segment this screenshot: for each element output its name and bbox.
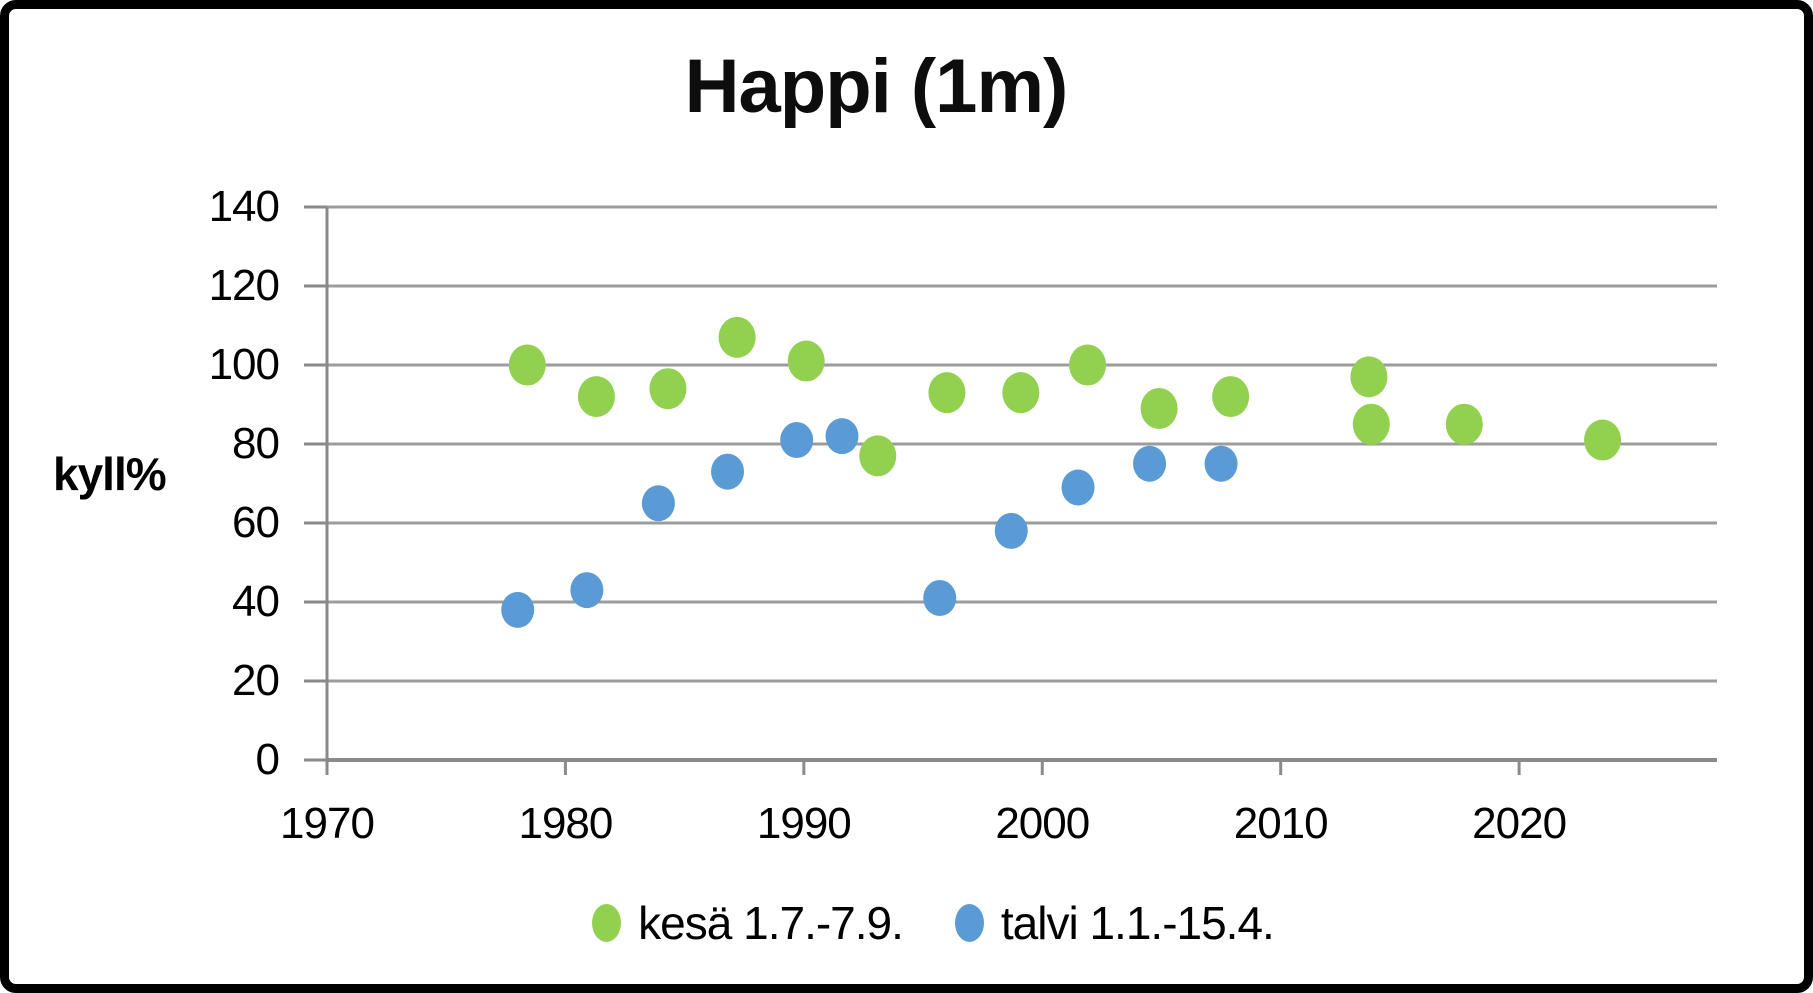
plot-area (304, 205, 1717, 775)
legend: kesä 1.7.-7.9. talvi 1.1.-15.4. (62, 900, 1804, 946)
x-tick-label: 1990 (756, 799, 852, 848)
data-point-winter (923, 580, 957, 617)
y-tick-label: 20 (232, 656, 280, 705)
y-tick-label: 40 (232, 577, 280, 626)
legend-item-winter: talvi 1.1.-15.4. (954, 897, 1275, 949)
y-tick-label: 60 (232, 498, 280, 547)
data-point-summer (1212, 376, 1250, 418)
data-point-summer (577, 376, 615, 418)
y-tick-label: 140 (208, 182, 280, 231)
data-point-winter (780, 422, 814, 459)
data-point-summer (859, 435, 897, 477)
x-tick-label: 2010 (1233, 799, 1329, 848)
y-tick-label: 100 (208, 340, 280, 389)
data-point-summer (1445, 403, 1483, 445)
data-point-summer (508, 344, 546, 386)
data-point-winter (1204, 445, 1238, 482)
y-tick-label: 120 (208, 261, 280, 310)
data-point-winter (501, 591, 535, 628)
data-point-summer (1140, 387, 1178, 429)
data-point-summer (649, 368, 687, 410)
data-point-winter (711, 453, 745, 490)
data-point-summer (928, 372, 966, 414)
data-point-summer (1069, 344, 1107, 386)
x-tick-label: 2020 (1472, 799, 1567, 848)
x-tick-label: 1970 (280, 799, 375, 848)
data-point-summer (787, 340, 825, 382)
x-tick-label: 1980 (518, 799, 613, 848)
data-point-winter (570, 572, 604, 609)
winter-series-marker-icon (954, 904, 984, 942)
y-tick-label: 80 (232, 419, 280, 468)
legend-item-summer: kesä 1.7.-7.9. (592, 897, 904, 949)
x-tick-label: 2000 (995, 799, 1090, 848)
legend-label-summer: kesä 1.7.-7.9. (638, 897, 904, 949)
chart-title: Happi (1m) (684, 44, 1069, 129)
data-point-winter (994, 512, 1028, 549)
data-point-summer (1002, 372, 1040, 414)
summer-series-marker-icon (592, 904, 622, 942)
data-point-summer (1352, 403, 1390, 445)
data-point-winter (825, 418, 859, 455)
y-axis-title: kyll% (53, 448, 167, 500)
y-tick-label: 0 (255, 735, 280, 784)
data-point-winter (1133, 445, 1167, 482)
legend-label-winter: talvi 1.1.-15.4. (1000, 897, 1275, 949)
data-point-summer (1584, 419, 1622, 461)
data-point-winter (1061, 469, 1095, 506)
data-point-summer (718, 316, 756, 358)
data-point-summer (1350, 356, 1388, 398)
data-point-winter (641, 485, 675, 522)
